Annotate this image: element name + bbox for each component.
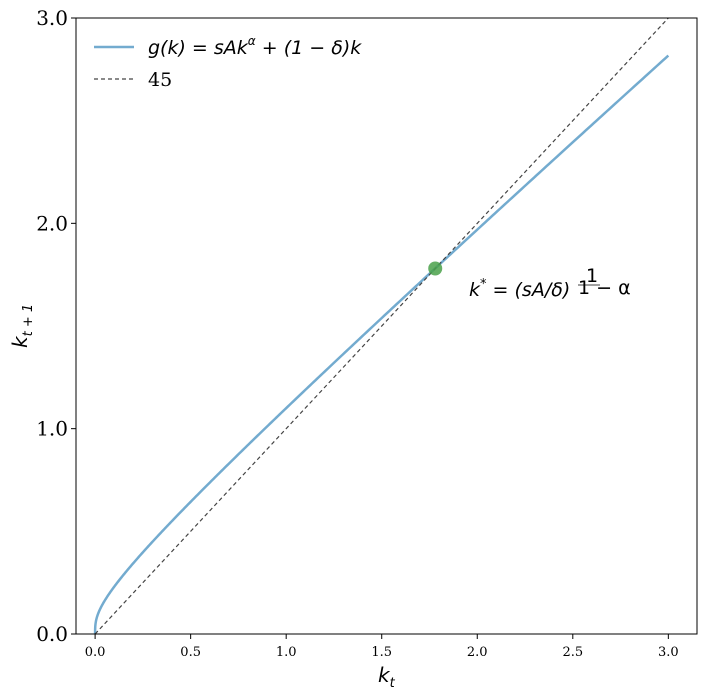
y-tick-label: 2.0 (36, 211, 68, 235)
y-axis-label: kt + 1 (8, 304, 36, 348)
y-tick-label: 1.0 (36, 417, 68, 441)
annot-exp-num: 1 (586, 265, 598, 287)
x-tick-label: 2.0 (467, 645, 488, 660)
legend-label-curve-exp: α (248, 34, 256, 48)
annot-star: * (480, 277, 487, 292)
series-group (93, 17, 670, 635)
x-tick-label: 2.5 (562, 645, 583, 660)
legend-label-curve-main: g(k) = sAk (148, 37, 249, 59)
y-axis-label-base: k (8, 335, 32, 348)
plot-frame (75, 17, 698, 635)
y-tick-label: 3.0 (36, 6, 68, 30)
x-tick-label: 1.5 (371, 645, 392, 660)
steady-state-annotation: k* = (sA/δ) (469, 277, 570, 301)
ticks: 0.0 0.5 1.0 1.5 2.0 2.5 3.0 0.0 1.0 2.0 3.0 (36, 6, 678, 660)
x-tick-label: 0.0 (85, 645, 106, 660)
series-line-45 (94, 17, 669, 635)
legend-label-45: 45 (148, 69, 172, 91)
legend-label-curve-rest: + (1 − δ)k (256, 37, 363, 59)
x-axis-label: kt (378, 663, 396, 691)
legend-label-curve: g(k) = sAkα + (1 − δ)k (148, 34, 362, 59)
annot-exp-den: 1 − α (578, 277, 631, 299)
x-tick-label: 1.0 (276, 645, 297, 660)
x-tick-label: 0.5 (180, 645, 201, 660)
series-line-g (93, 54, 670, 634)
x-axis-label-base: k (378, 663, 391, 687)
steady-state-point (428, 261, 443, 276)
x-tick-label: 3.0 (658, 645, 679, 660)
legend: g(k) = sAkα + (1 − δ)k 45 (94, 34, 362, 91)
annot-mid: = (sA/δ) (487, 279, 571, 301)
y-tick-label: 0.0 (36, 622, 68, 646)
x-axis-label-sub: t (390, 676, 396, 691)
annot-base: k (469, 279, 481, 301)
y-axis-label-sub: t + 1 (21, 304, 36, 337)
markers-group (428, 261, 443, 276)
